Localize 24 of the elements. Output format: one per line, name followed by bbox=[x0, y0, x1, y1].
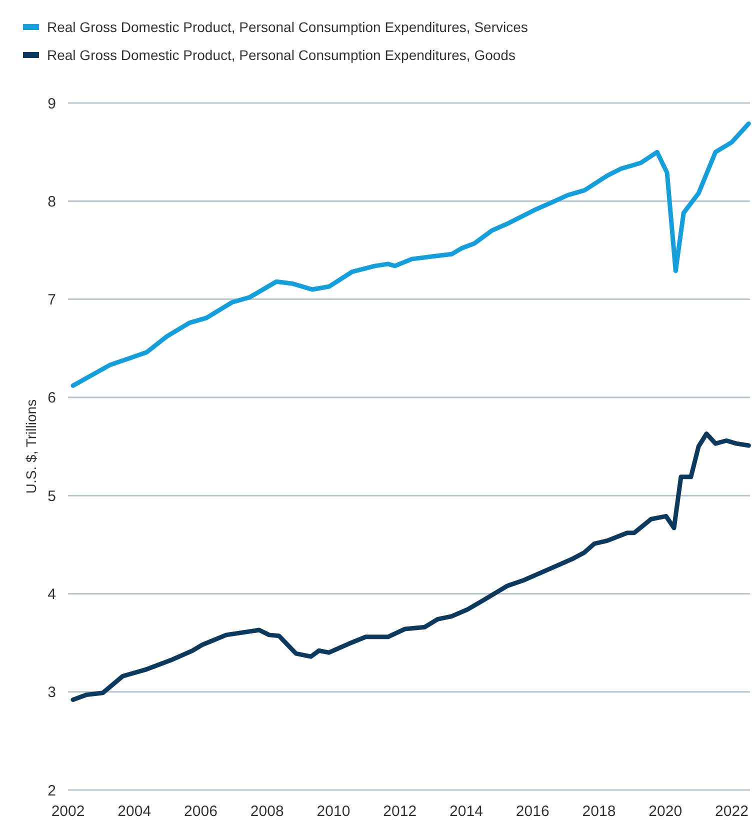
x-tick-label: 2008 bbox=[250, 803, 284, 820]
y-tick-label: 3 bbox=[48, 684, 56, 702]
x-tick-label: 2010 bbox=[316, 803, 350, 820]
y-tick-label: 7 bbox=[48, 292, 56, 309]
y-tick-label: 4 bbox=[48, 586, 56, 603]
y-tick-label: 9 bbox=[48, 95, 56, 112]
x-tick-label: 2004 bbox=[118, 803, 152, 820]
x-tick-label: 2022 bbox=[715, 803, 748, 820]
legend-label: Real Gross Domestic Product, Personal Consumption Expenditures, Goods bbox=[47, 46, 516, 63]
line-series bbox=[70, 121, 751, 388]
x-tick-label: 2002 bbox=[51, 803, 85, 820]
legend-label: Real Gross Domestic Product, Personal Consumption Expenditures, Services bbox=[47, 18, 528, 35]
y-tick-label: 6 bbox=[48, 390, 56, 407]
y-axis-title: U.S. $, Trillions bbox=[23, 399, 39, 494]
y-tick-label: 2 bbox=[48, 782, 56, 800]
x-tick-label: 2012 bbox=[383, 803, 417, 820]
y-tick-label: 5 bbox=[48, 488, 56, 505]
x-tick-label: 2016 bbox=[516, 803, 550, 820]
x-tick-label: 2006 bbox=[184, 803, 218, 820]
x-tick-label: 2014 bbox=[450, 803, 483, 820]
line-series bbox=[70, 431, 751, 702]
x-tick-label: 2020 bbox=[648, 803, 682, 820]
x-tick-label: 2018 bbox=[582, 803, 616, 820]
y-tick-label: 8 bbox=[48, 193, 56, 210]
